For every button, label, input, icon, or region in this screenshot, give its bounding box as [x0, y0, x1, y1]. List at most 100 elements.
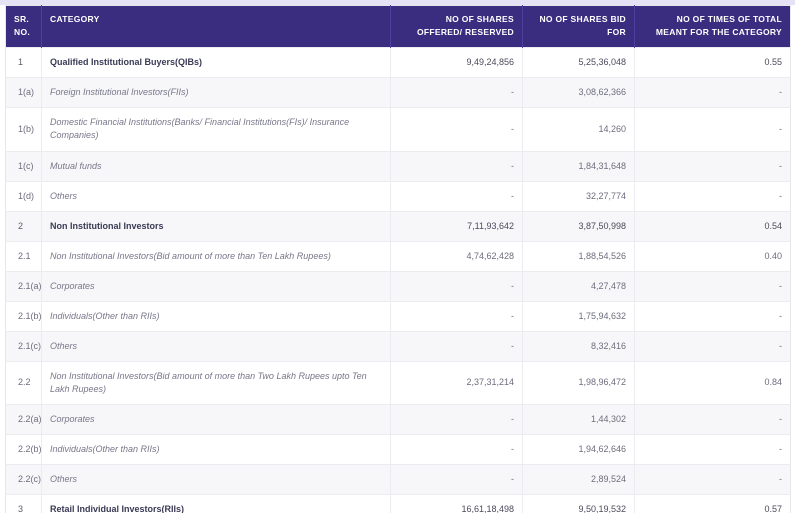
cell-times-of-total: 0.40	[634, 240, 791, 272]
cell-sr-no: 1(d)	[5, 180, 42, 212]
table-row: 2.2(a) Corporates -1,44,302-	[5, 403, 791, 435]
cell-shares-bid-for: 1,75,94,632	[522, 300, 635, 332]
cell-shares-offered: -	[390, 180, 523, 212]
cell-category: Non Institutional Investors(Bid amount o…	[41, 240, 391, 272]
cell-shares-bid-for: 1,84,31,648	[522, 150, 635, 182]
cell-category: Domestic Financial Institutions(Banks/ F…	[41, 107, 391, 152]
cell-shares-bid-for: 1,88,54,526	[522, 240, 635, 272]
column-header-category[interactable]: CATEGORY	[41, 5, 391, 48]
cell-category: Qualified Institutional Buyers(QIBs)	[41, 47, 391, 78]
top-accent-band	[0, 0, 795, 5]
cell-sr-no: 2.2(c)	[5, 464, 42, 495]
cell-shares-offered: -	[390, 77, 523, 108]
cell-shares-bid-for: 32,27,774	[522, 180, 635, 212]
table-row: 2.1 Non Institutional Investors(Bid amoun…	[5, 240, 791, 272]
cell-shares-bid-for: 5,25,36,048	[522, 47, 635, 78]
cell-category: Foreign Institutional Investors(FIIs)	[41, 77, 391, 108]
cell-sr-no: 1(a)	[5, 77, 42, 108]
cell-times-of-total: -	[634, 270, 791, 302]
table-body: 1 Qualified Institutional Buyers(QIBs) 9,4…	[5, 47, 791, 513]
cell-sr-no: 1(c)	[5, 150, 42, 182]
cell-shares-bid-for: 14,260	[522, 107, 635, 152]
table-row: 1(d) Others -32,27,774-	[5, 180, 791, 212]
cell-times-of-total: 0.54	[634, 210, 791, 242]
cell-category: Others	[41, 180, 391, 212]
cell-sr-no: 2.2(a)	[5, 403, 42, 435]
cell-shares-bid-for: 3,08,62,366	[522, 77, 635, 108]
table-row: 1(a) Foreign Institutional Investors(FIIs…	[5, 77, 791, 108]
cell-category: Corporates	[41, 270, 391, 302]
table-row: 3 Retail Individual Investors(RIIs) 16,61,…	[5, 494, 791, 513]
cell-times-of-total: 0.55	[634, 47, 791, 78]
cell-times-of-total: -	[634, 150, 791, 182]
cell-shares-bid-for: 9,50,19,532	[522, 494, 635, 513]
cell-times-of-total: -	[634, 433, 791, 465]
cell-times-of-total: -	[634, 180, 791, 212]
cell-category: Non Institutional Investors(Bid amount o…	[41, 360, 391, 405]
cell-sr-no: 2.2(b)	[5, 433, 42, 465]
cell-shares-offered: 7,11,93,642	[390, 210, 523, 242]
cell-shares-bid-for: 1,98,96,472	[522, 360, 635, 405]
table-row: 2.1(a) Corporates -4,27,478-	[5, 270, 791, 302]
cell-times-of-total: -	[634, 464, 791, 495]
cell-sr-no: 2.1	[5, 240, 42, 272]
cell-shares-offered: 4,74,62,428	[390, 240, 523, 272]
column-header-shares-bid-for[interactable]: NO OF SHARES BID FOR	[522, 5, 635, 48]
cell-shares-bid-for: 1,44,302	[522, 403, 635, 435]
cell-shares-offered: -	[390, 107, 523, 152]
cell-shares-offered: -	[390, 330, 523, 362]
cell-sr-no: 2.1(c)	[5, 330, 42, 362]
table-header: SR. NO. CATEGORY NO OF SHARES OFFERED/ R…	[5, 5, 791, 48]
cell-times-of-total: -	[634, 77, 791, 108]
cell-sr-no: 3	[5, 494, 42, 513]
cell-shares-bid-for: 3,87,50,998	[522, 210, 635, 242]
cell-times-of-total: 0.57	[634, 494, 791, 513]
cell-shares-offered: 9,49,24,856	[390, 47, 523, 78]
cell-shares-offered: -	[390, 150, 523, 182]
cell-sr-no: 2	[5, 210, 42, 242]
cell-shares-offered: -	[390, 403, 523, 435]
cell-shares-offered: -	[390, 433, 523, 465]
cell-times-of-total: -	[634, 330, 791, 362]
cell-times-of-total: -	[634, 107, 791, 152]
cell-times-of-total: 0.84	[634, 360, 791, 405]
cell-shares-offered: 16,61,18,498	[390, 494, 523, 513]
table-row: 2 Non Institutional Investors 7,11,93,642 3…	[5, 210, 791, 242]
cell-category: Retail Individual Investors(RIIs)	[41, 494, 391, 513]
table-row: 2.2(b) Individuals(Other than RIIs) -1,94,…	[5, 433, 791, 465]
cell-sr-no: 1(b)	[5, 107, 42, 152]
cell-sr-no: 2.1(b)	[5, 300, 42, 332]
cell-times-of-total: -	[634, 300, 791, 332]
table-row: 2.2(c) Others -2,89,524-	[5, 464, 791, 495]
cell-category: Others	[41, 330, 391, 362]
cell-sr-no: 2.1(a)	[5, 270, 42, 302]
table-row: 1 Qualified Institutional Buyers(QIBs) 9,4…	[5, 47, 791, 78]
cell-shares-offered: -	[390, 270, 523, 302]
cell-times-of-total: -	[634, 403, 791, 435]
column-header-shares-offered[interactable]: NO OF SHARES OFFERED/ RESERVED	[390, 5, 523, 48]
cell-category: Individuals(Other than RIIs)	[41, 433, 391, 465]
cell-category: Non Institutional Investors	[41, 210, 391, 242]
cell-category: Mutual funds	[41, 150, 391, 182]
table-row: 2.2 Non Institutional Investors(Bid amoun…	[5, 360, 791, 405]
table-row: 1(c) Mutual funds -1,84,31,648-	[5, 150, 791, 182]
cell-shares-bid-for: 1,94,62,646	[522, 433, 635, 465]
cell-category: Individuals(Other than RIIs)	[41, 300, 391, 332]
bid-subscription-table: SR. NO. CATEGORY NO OF SHARES OFFERED/ R…	[5, 5, 791, 513]
column-header-times-of-total[interactable]: NO OF TIMES OF TOTAL MEANT FOR THE CATEG…	[634, 5, 791, 48]
cell-sr-no: 1	[5, 47, 42, 78]
cell-category: Corporates	[41, 403, 391, 435]
table-row: 1(b) Domestic Financial Institutions(Bank…	[5, 107, 791, 152]
cell-shares-offered: 2,37,31,214	[390, 360, 523, 405]
cell-shares-offered: -	[390, 464, 523, 495]
column-header-sr-no[interactable]: SR. NO.	[5, 5, 42, 48]
cell-shares-bid-for: 4,27,478	[522, 270, 635, 302]
cell-sr-no: 2.2	[5, 360, 42, 405]
cell-category: Others	[41, 464, 391, 495]
cell-shares-bid-for: 2,89,524	[522, 464, 635, 495]
table-row: 2.1(b) Individuals(Other than RIIs) -1,75,…	[5, 300, 791, 332]
table-row: 2.1(c) Others -8,32,416-	[5, 330, 791, 362]
table-header-row: SR. NO. CATEGORY NO OF SHARES OFFERED/ R…	[5, 5, 791, 48]
cell-shares-bid-for: 8,32,416	[522, 330, 635, 362]
